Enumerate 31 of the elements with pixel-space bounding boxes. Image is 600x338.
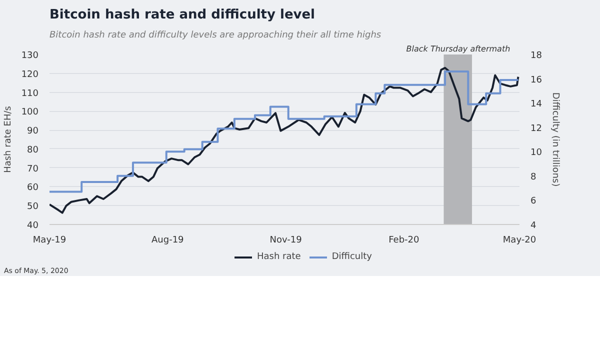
y2-tick-label: 12 [530, 124, 542, 134]
x-tick-label: Aug-19 [152, 236, 184, 246]
y-tick-label: 130 [21, 51, 39, 61]
line-series [50, 66, 520, 214]
y2-tick-label: 10 [530, 148, 542, 158]
x-tick-label: Feb-20 [388, 236, 420, 246]
y-tick-label: 120 [21, 70, 39, 80]
chart-title: Bitcoin hash rate and difficulty level [50, 8, 316, 22]
x-tick-label: May-19 [32, 236, 66, 246]
y2-tick-label: 18 [530, 51, 542, 61]
legend-label: Hash rate [257, 252, 301, 262]
x-tick-label: Nov-19 [270, 236, 302, 246]
chart-subtitle: Bitcoin hash rate and difficulty levels are approaching their all time highs [50, 30, 382, 40]
y-tick-label: 100 [21, 108, 39, 118]
y-tick-label: 70 [27, 164, 39, 174]
y2-tick-label: 8 [530, 172, 536, 182]
y-tick-label: 40 [27, 221, 39, 231]
y-tick-label: 80 [27, 145, 39, 156]
y2-axis-title: Difficulty (in trillions) [550, 92, 560, 187]
x-tick-label: May-20 [502, 236, 536, 246]
y-tick-label: 50 [27, 202, 39, 212]
y2-tick-label: 4 [530, 221, 536, 231]
y2-tick-label: 6 [530, 196, 536, 207]
y-tick-label: 60 [27, 183, 39, 194]
y2-tick-label: 16 [530, 75, 542, 86]
y-tick-label: 110 [21, 88, 39, 99]
legend-label: Difficulty [332, 252, 372, 262]
y2-tick-label: 14 [530, 100, 542, 110]
y-axis-title: Hash rate EH/s [3, 106, 14, 173]
y-tick-label: 90 [27, 126, 39, 137]
band-label: Black Thursday aftermath [406, 44, 510, 54]
